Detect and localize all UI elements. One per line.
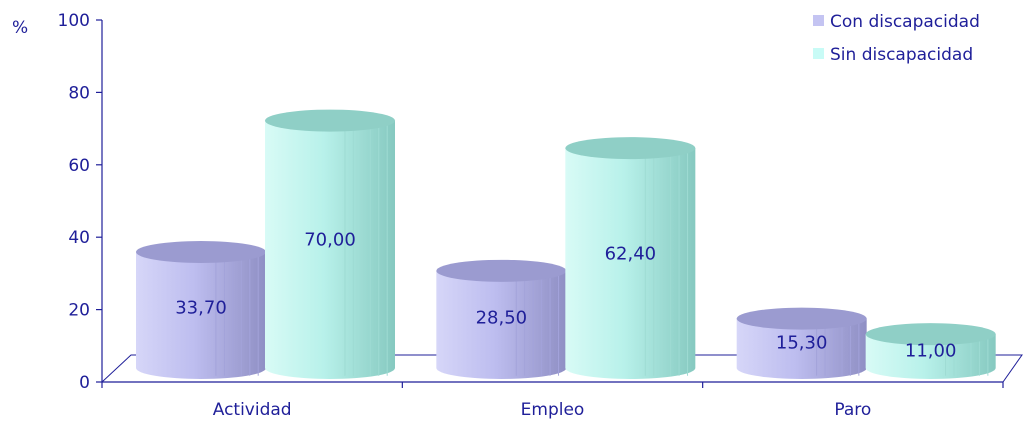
bar-sin-1: 62,40 [565, 137, 696, 380]
bar-top [565, 137, 696, 160]
legend-label-con: Con discapacidad [830, 12, 980, 32]
y-tick-label: 60 [68, 156, 90, 176]
legend-swatch-con [813, 15, 824, 26]
data-label: 28,50 [476, 307, 528, 328]
data-label: 62,40 [605, 244, 657, 265]
bar-con-2: 15,30 [736, 307, 867, 380]
y-unit-label: % [12, 18, 28, 38]
bar-body [565, 148, 696, 380]
y-tick-label: 40 [68, 228, 90, 248]
y-tick-label: 20 [68, 301, 90, 321]
data-label: 33,70 [175, 298, 227, 319]
bar-top [265, 109, 395, 132]
bar-top [865, 323, 996, 346]
bar-body [136, 252, 266, 379]
data-label: 70,00 [304, 229, 356, 250]
data-label: 15,30 [776, 332, 828, 353]
category-label: Actividad [213, 400, 292, 420]
y-tick-label: 0 [79, 373, 90, 393]
data-label: 11,00 [905, 340, 957, 361]
bar-body [436, 270, 567, 379]
bar-con-0: 33,70 [136, 241, 266, 379]
bar-top [736, 307, 867, 330]
bar-body [865, 334, 996, 380]
bar-top [436, 259, 567, 282]
bar-sin-2: 11,00 [865, 323, 996, 380]
bar-body [736, 318, 867, 380]
bar-con-1: 28,50 [436, 259, 567, 379]
category-label: Empleo [521, 400, 585, 420]
y-tick-label: 100 [58, 11, 90, 31]
bar-body [265, 120, 395, 379]
y-tick-label: 80 [68, 83, 90, 103]
category-label: Paro [834, 400, 871, 420]
bar-sin-0: 70,00 [265, 109, 395, 379]
legend-swatch-sin [813, 48, 824, 59]
legend: Con discapacidad Sin discapacidad [813, 12, 980, 65]
bar-top [136, 241, 266, 264]
legend-label-sin: Sin discapacidad [830, 45, 973, 65]
